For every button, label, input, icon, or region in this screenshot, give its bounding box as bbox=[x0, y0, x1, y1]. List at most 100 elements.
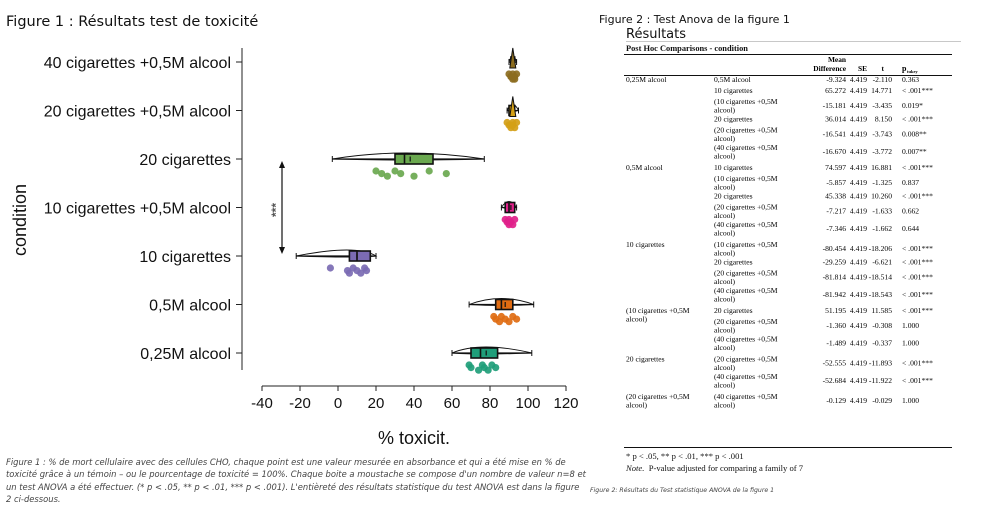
t-value: -2.110 bbox=[873, 75, 893, 84]
standard-error: 4.419 bbox=[850, 359, 867, 368]
standard-error: 4.419 bbox=[850, 339, 867, 348]
x-tick-label: 60 bbox=[444, 395, 461, 412]
bracket-arrow-bottom bbox=[279, 247, 285, 254]
data-point bbox=[372, 167, 380, 175]
p-value: < .001*** bbox=[902, 115, 933, 124]
t-value: -0.337 bbox=[872, 339, 892, 348]
mean-difference: -7.346 bbox=[826, 224, 846, 233]
t-value: -18.514 bbox=[869, 273, 893, 282]
data-point bbox=[410, 172, 418, 180]
p-value: < .001*** bbox=[902, 306, 933, 315]
box bbox=[494, 298, 514, 311]
t-value: -3.435 bbox=[872, 101, 892, 110]
figure1-caption: Figure 1 : % de mort cellulaire avec des… bbox=[6, 457, 586, 505]
narrow-violin bbox=[509, 47, 517, 69]
y-tick-label: 10 cigarettes bbox=[139, 249, 231, 266]
standard-error: 4.419 bbox=[850, 163, 867, 172]
comparison-label: 20 cigarettes bbox=[714, 306, 753, 315]
standard-error: 4.419 bbox=[850, 101, 867, 110]
standard-error: 4.419 bbox=[850, 130, 867, 139]
figure2-title: Figure 2 : Test Anova de la figure 1 bbox=[599, 13, 790, 26]
mean-difference: -80.454 bbox=[823, 244, 847, 253]
p-value: < .001*** bbox=[902, 258, 933, 267]
mean-difference: -9.324 bbox=[826, 75, 846, 84]
mean-difference: 51.195 bbox=[825, 306, 846, 315]
comparison-label: alcool) bbox=[714, 249, 736, 258]
standard-error: 4.419 bbox=[850, 306, 867, 315]
x-axis-label: % toxicit. bbox=[378, 428, 450, 448]
p-value: 0.662 bbox=[902, 207, 919, 216]
mean-difference: -52.684 bbox=[823, 376, 847, 385]
p-value: < .001*** bbox=[902, 359, 933, 368]
t-value: -1.633 bbox=[872, 207, 892, 216]
p-value: < .001*** bbox=[902, 163, 933, 172]
significance-marker: *** bbox=[269, 203, 283, 217]
data-point bbox=[397, 170, 405, 178]
p-value: < .001*** bbox=[902, 86, 933, 95]
box bbox=[504, 201, 516, 214]
note-label: Note. bbox=[626, 463, 645, 473]
comparison-label: (20 cigarettes +0,5M bbox=[714, 317, 778, 326]
header-mean: Mean bbox=[828, 55, 846, 64]
mean-difference: -81.942 bbox=[823, 290, 847, 299]
header-difference: Difference bbox=[813, 64, 846, 73]
comparison-label: 0,5M alcool bbox=[714, 75, 751, 84]
t-value: -0.308 bbox=[872, 321, 892, 330]
table-note: Note. P-value adjusted for comparing a f… bbox=[626, 463, 803, 473]
t-value: -3.743 bbox=[872, 130, 892, 139]
t-value: -1.662 bbox=[872, 224, 892, 233]
results-heading: Résultats bbox=[626, 27, 687, 42]
t-value: -0.029 bbox=[872, 396, 892, 405]
box bbox=[470, 347, 499, 359]
group-label: (10 cigarettes +0,5M bbox=[626, 306, 690, 315]
mean-difference: 65.272 bbox=[825, 86, 846, 95]
comparison-label: (40 cigarettes +0,5M bbox=[714, 143, 778, 152]
t-value: 16.881 bbox=[871, 163, 892, 172]
group-label: 0,5M alcool bbox=[626, 163, 663, 172]
standard-error: 4.419 bbox=[850, 258, 867, 267]
significance-footnote: * p < .05, ** p < .01, *** p < .001 bbox=[626, 451, 744, 461]
data-point bbox=[362, 267, 371, 275]
t-value: -11.893 bbox=[869, 359, 892, 368]
figure2-caption: Figure 2: Résultats du Test statistique … bbox=[590, 487, 775, 494]
comparison-label: (40 cigarettes +0,5M bbox=[714, 286, 778, 295]
group-label: 10 cigarettes bbox=[626, 240, 665, 249]
data-point bbox=[513, 70, 521, 78]
bracket-arrow-top bbox=[279, 161, 285, 168]
comparison-label: 20 cigarettes bbox=[714, 115, 753, 124]
mean-difference: 36.014 bbox=[825, 115, 846, 124]
t-value: 8.150 bbox=[875, 115, 892, 124]
comparison-label: alcool) bbox=[714, 152, 736, 161]
y-tick-label: 20 cigarettes +0,5M alcool bbox=[44, 104, 231, 121]
x-tick-label: 120 bbox=[553, 395, 578, 412]
x-tick-label: 20 bbox=[368, 395, 385, 412]
y-tick-label: 0,25M alcool bbox=[140, 346, 231, 363]
comparison-label: (20 cigarettes +0,5M bbox=[714, 126, 778, 135]
mean-difference: -81.814 bbox=[823, 273, 847, 282]
group-label: 0,25M alcool bbox=[626, 75, 667, 84]
p-value: 1.000 bbox=[902, 339, 919, 348]
data-point bbox=[383, 172, 391, 180]
data-point bbox=[505, 318, 513, 326]
comparison-label: (20 cigarettes +0,5M bbox=[714, 355, 778, 364]
data-point bbox=[513, 118, 521, 127]
standard-error: 4.419 bbox=[850, 75, 867, 84]
t-value: -6.621 bbox=[872, 258, 892, 267]
comparison-label: alcool) bbox=[714, 134, 736, 143]
data-point bbox=[391, 167, 399, 175]
t-value: -18.543 bbox=[869, 290, 893, 299]
density-outline bbox=[468, 298, 534, 306]
comparison-label: (20 cigarettes +0,5M bbox=[714, 203, 778, 212]
y-tick-label: 40 cigarettes +0,5M alcool bbox=[44, 55, 231, 72]
table-bottom-rule bbox=[624, 447, 952, 448]
p-value: < .001*** bbox=[902, 273, 933, 282]
density-outline bbox=[332, 152, 485, 161]
p-value: 1.000 bbox=[902, 396, 919, 405]
data-point bbox=[475, 366, 483, 374]
p-value: 1.000 bbox=[902, 321, 919, 330]
mean-difference: -15.181 bbox=[823, 101, 847, 110]
group-label: (20 cigarettes +0,5M bbox=[626, 392, 690, 401]
data-point bbox=[442, 170, 450, 178]
standard-error: 4.419 bbox=[850, 224, 867, 233]
x-tick-label: 100 bbox=[515, 395, 540, 412]
